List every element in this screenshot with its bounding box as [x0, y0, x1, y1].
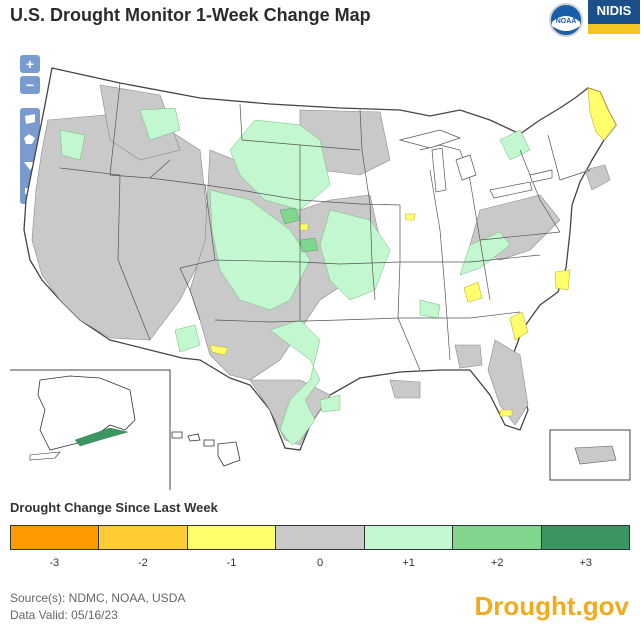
legend-labels: -3 -2 -1 0 +1 +2 +3 [10, 557, 630, 569]
legend-swatch-minus1 [187, 526, 277, 549]
zoom-out-button[interactable]: − [20, 76, 40, 94]
conus-region-icon[interactable] [25, 114, 35, 124]
source-line: Source(s): NDMC, NOAA, USDA [10, 591, 186, 605]
legend-swatch-plus3 [541, 526, 629, 549]
hawaii-inset [171, 431, 241, 467]
data-valid-line: Data Valid: 05/16/23 [10, 608, 118, 622]
legend-title: Drought Change Since Last Week [10, 500, 218, 515]
noaa-logo: NOAA [549, 3, 583, 37]
source-info: Source(s): NDMC, NOAA, USDA Data Valid: … [10, 590, 185, 624]
alaska-region-icon[interactable] [24, 134, 35, 144]
alaska-inset [10, 369, 171, 490]
great-lakes [398, 129, 553, 199]
legend-swatch-zero [276, 526, 365, 549]
legend-label-plus3: +3 [579, 557, 593, 569]
nidis-stripe [588, 24, 640, 34]
improvement-2-regions [279, 207, 319, 253]
noaa-logo-text: NOAA [556, 18, 577, 25]
degradation-1-regions [209, 87, 617, 417]
nidis-logo: NIDIS [588, 0, 640, 34]
legend-swatch-minus2 [99, 526, 188, 549]
state-borders [59, 82, 591, 371]
page-title: U.S. Drought Monitor 1-Week Change Map [10, 5, 371, 25]
legend-label-minus1: -1 [226, 557, 237, 569]
legend-label-minus3: -3 [49, 557, 60, 569]
legend-bar [10, 525, 630, 550]
drought-change-map[interactable] [0, 40, 641, 490]
legend-swatch-plus1 [364, 526, 454, 549]
nidis-logo-text: NIDIS [596, 3, 632, 18]
puerto-rico-inset [549, 429, 631, 481]
legend-label-plus2: +2 [490, 557, 504, 569]
drought-gov-link[interactable]: Drought.gov [474, 591, 629, 621]
legend-label-minus2: -2 [137, 557, 148, 569]
zoom-in-button[interactable]: + [20, 55, 40, 73]
legend-swatch-plus2 [453, 526, 542, 549]
legend-label-zero: 0 [316, 557, 324, 569]
improvement-1-regions [59, 107, 531, 446]
legend-swatch-minus3 [11, 526, 100, 549]
legend-label-plus1: +1 [402, 557, 415, 569]
